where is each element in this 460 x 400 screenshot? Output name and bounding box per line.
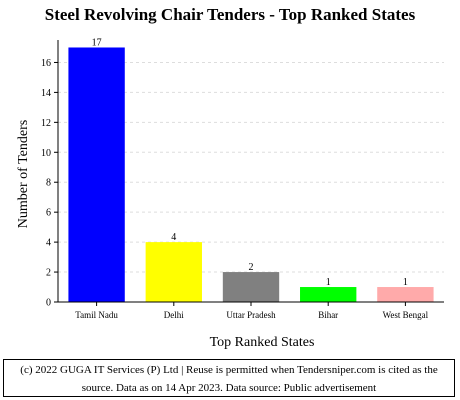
x-tick-label: Uttar Pradesh — [226, 310, 276, 320]
chart-title: Steel Revolving Chair Tenders - Top Rank… — [44, 5, 416, 24]
y-tick-label: 6 — [46, 208, 51, 219]
y-tick-label: 8 — [46, 178, 51, 189]
y-tick-label: 4 — [46, 238, 51, 249]
bar-value-label: 17 — [92, 37, 102, 48]
y-axis-label: Number of Tenders — [16, 120, 31, 228]
bar — [377, 287, 434, 302]
x-tick-label: West Bengal — [383, 310, 429, 320]
y-tick-label: 14 — [41, 88, 51, 99]
x-tick-label: Delhi — [164, 310, 184, 320]
bar-value-label: 1 — [403, 277, 408, 288]
bar — [300, 287, 357, 302]
bar — [68, 47, 125, 302]
footer: (c) 2022 GUGA IT Services (P) Ltd | Reus… — [3, 359, 455, 397]
bar-value-label: 4 — [171, 232, 176, 243]
bar — [145, 242, 202, 302]
y-tick-label: 10 — [41, 148, 51, 159]
y-tick-label: 16 — [41, 58, 51, 69]
bar-value-label: 1 — [326, 277, 331, 288]
y-tick-label: 12 — [41, 118, 51, 129]
x-tick-label: Tamil Nadu — [75, 310, 118, 320]
bar — [222, 272, 280, 302]
footer-line-1: (c) 2022 GUGA IT Services (P) Ltd | Reus… — [20, 364, 438, 376]
footer-line-2: source. Data as on 14 Apr 2023. Data sou… — [81, 382, 377, 394]
x-tick-label: Bihar — [318, 310, 338, 320]
y-tick-label: 0 — [46, 298, 51, 309]
x-axis-label: Top Ranked States — [210, 335, 315, 350]
y-tick-label: 2 — [46, 268, 51, 279]
bar-value-label: 2 — [249, 262, 254, 273]
bar-chart: 17 4 2 1 1 0 2 4 6 8 10 12 14 16 Tamil Nadu Delhi Uttar… — [16, 37, 444, 350]
bars: 17 4 2 1 1 — [68, 37, 434, 302]
